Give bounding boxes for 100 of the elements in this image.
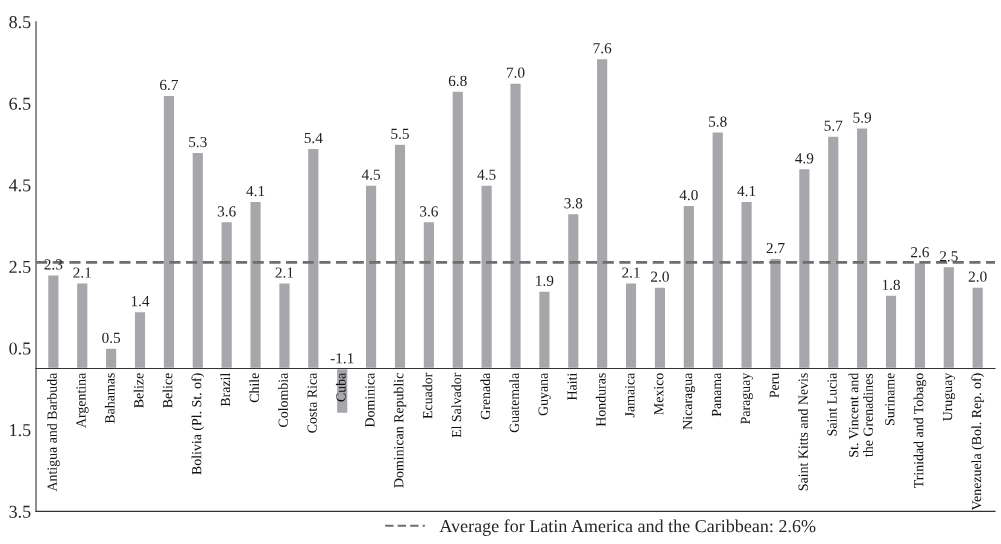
bar — [624, 282, 638, 370]
x-tick-label: St. Vincent and the Grenadines — [848, 372, 873, 457]
x-tick-label: Uruguay — [942, 372, 956, 422]
bar — [566, 212, 580, 370]
bar — [306, 147, 320, 370]
data-label: -1.1 — [330, 353, 354, 364]
bar — [509, 82, 522, 370]
bar — [653, 286, 667, 370]
data-label: 4.5 — [477, 169, 496, 180]
x-tick-label: Paraguay — [740, 372, 753, 424]
x-tick-label: Costa Rica — [307, 372, 317, 433]
bar — [75, 282, 89, 370]
bar — [913, 261, 927, 370]
data-label: 7.6 — [593, 43, 612, 54]
x-tick-label: Venezuela (Bol. Rep. of) — [971, 373, 985, 511]
data-label: 1.4 — [131, 296, 150, 307]
x-tick-label: Jamaica — [625, 372, 635, 418]
y-tick-label: 6.5 — [9, 97, 31, 110]
x-tick-label: Guyana — [538, 372, 551, 416]
bar — [393, 143, 407, 370]
data-label: 3.6 — [420, 206, 438, 217]
data-label: 4.9 — [795, 153, 814, 164]
data-label: 3.6 — [217, 206, 236, 217]
data-label: 2.1 — [73, 267, 91, 278]
x-tick-label: Belice — [162, 373, 173, 408]
bar — [740, 200, 754, 370]
bar — [971, 286, 985, 370]
data-label: 4.1 — [246, 185, 265, 197]
bar — [826, 135, 840, 370]
x-tick-label: Mexico — [654, 373, 664, 415]
x-tick-label: Nicaragua — [682, 372, 696, 430]
y-tick-label: 0.5 — [9, 342, 31, 355]
data-label: 3.8 — [564, 198, 583, 209]
x-tick-label: Haiti — [567, 372, 577, 401]
x-tick-label: Honduras — [595, 373, 606, 427]
x-tick-label: Dominica — [365, 372, 375, 428]
x-tick-label: Argentina — [76, 372, 89, 428]
bar — [162, 94, 176, 370]
data-label: 6.8 — [448, 75, 467, 87]
bar — [769, 257, 782, 370]
data-label: 2.5 — [939, 251, 958, 262]
x-tick-label: Brazil — [220, 373, 231, 407]
data-label: 1.8 — [882, 279, 900, 291]
x-tick-label: Chile — [249, 373, 260, 403]
x-tick-label: Peru — [769, 372, 779, 398]
data-label: 6.7 — [160, 79, 179, 91]
data-label: 1.9 — [536, 275, 554, 286]
x-tick-label: Cuba — [335, 372, 346, 402]
bar — [220, 220, 234, 370]
data-label: 5.4 — [304, 132, 323, 144]
y-tick-label: 1.5 — [10, 424, 31, 437]
x-tick-label: Panama — [711, 372, 722, 417]
data-label: 4.0 — [679, 189, 698, 201]
data-label: 4.1 — [737, 185, 756, 197]
x-tick-label: Bahamas — [104, 373, 115, 424]
data-label: 0.5 — [102, 332, 121, 344]
bar — [249, 200, 263, 370]
bar — [537, 290, 551, 370]
x-tick-label: Dominican Republic — [393, 373, 407, 488]
bar — [682, 204, 696, 370]
data-label: 7.0 — [506, 67, 525, 78]
data-label: 5.3 — [189, 136, 207, 148]
bar — [133, 310, 147, 370]
data-label: 5.8 — [709, 116, 727, 127]
x-tick-label: Saint Kitts and Nevis — [798, 373, 808, 491]
data-label: 2.1 — [622, 267, 640, 278]
data-label: 4.5 — [361, 169, 381, 180]
data-label: 2.7 — [766, 242, 785, 254]
bar — [884, 294, 898, 370]
x-tick-label: Belize — [133, 373, 144, 408]
bar — [46, 274, 60, 370]
bar — [480, 184, 494, 370]
data-label: 2.6 — [911, 247, 929, 258]
data-label: 2.1 — [275, 267, 294, 278]
bar — [451, 90, 465, 370]
bar — [277, 282, 291, 370]
y-tick-label: 8.5 — [9, 16, 31, 29]
bar — [595, 57, 609, 370]
x-tick-label: El Salvador — [451, 372, 462, 438]
data-label: 5.7 — [824, 120, 843, 131]
x-tick-label: Saint Lucia — [827, 372, 837, 436]
bar — [797, 167, 811, 370]
x-tick-label: Suriname — [885, 373, 895, 426]
bar — [422, 220, 436, 370]
x-tick-label: Bolivia (Pl. St. of) — [191, 373, 205, 475]
y-tick-label: 2.5 — [9, 260, 31, 274]
data-label: 2.0 — [651, 271, 669, 282]
bar — [364, 184, 378, 370]
bar — [104, 347, 118, 370]
data-label: 5.5 — [391, 128, 409, 140]
x-tick-label: Guatemala — [509, 372, 519, 433]
x-tick-label: Colombia — [278, 372, 288, 427]
x-tick-label: Grenada — [480, 372, 491, 420]
x-tick-label: Antigua and Barbuda — [47, 372, 60, 492]
legend-label: Average for Latin America and the Caribbean: 2.6% — [439, 519, 816, 536]
data-label: 5.9 — [853, 112, 872, 123]
bar — [942, 265, 956, 370]
y-tick-label: 4.5 — [8, 179, 31, 192]
x-tick-label: Ecuador — [422, 372, 433, 419]
data-label: 2.0 — [968, 271, 987, 282]
